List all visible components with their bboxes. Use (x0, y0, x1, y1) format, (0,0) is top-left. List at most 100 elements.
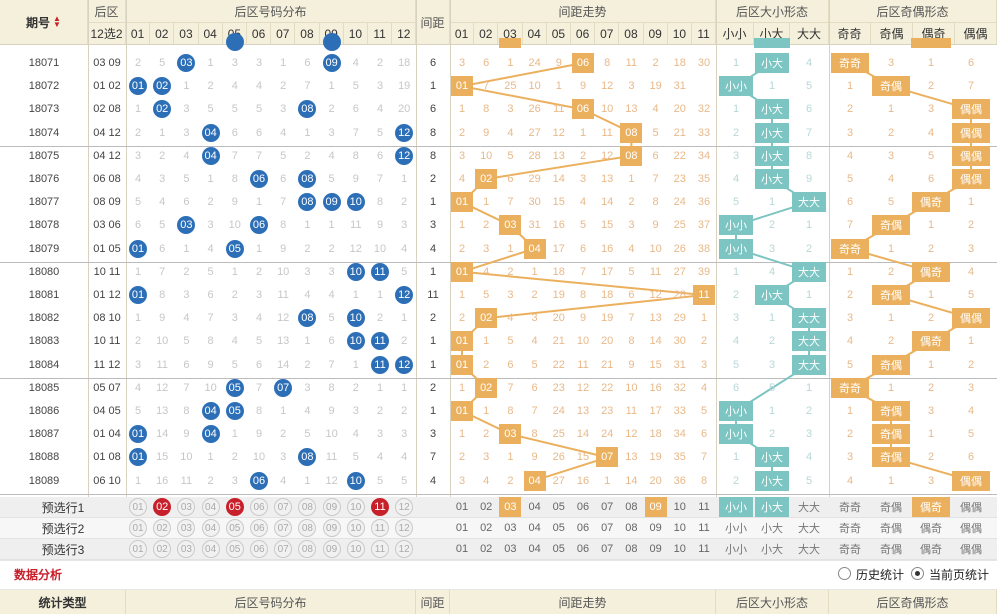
preselect-gap[interactable]: 08 (625, 501, 638, 513)
period-cell: 18088 (28, 451, 60, 464)
preselect-gap[interactable]: 04 (528, 522, 541, 534)
preselect-gap[interactable]: 10 (673, 522, 686, 534)
preselect-gap-selected[interactable]: 03 (499, 497, 522, 517)
preselect-size[interactable]: 大大 (798, 523, 820, 535)
preselect-ball[interactable]: 03 (177, 519, 196, 537)
preselect-ball[interactable]: 10 (346, 498, 365, 516)
preselect-gap[interactable]: 11 (698, 501, 710, 513)
preselect-parity[interactable]: 奇偶 (880, 523, 902, 535)
preselect-gap[interactable]: 03 (504, 543, 517, 555)
preselect-size[interactable]: 小小 (725, 523, 747, 535)
preselect-ball[interactable]: 11 (371, 540, 389, 558)
preselect-parity[interactable]: 奇奇 (839, 523, 861, 535)
preselect-gap[interactable]: 05 (552, 522, 565, 534)
preselect-ball[interactable]: 09 (322, 498, 341, 516)
preselect-ball[interactable]: 04 (201, 519, 220, 537)
preselect-parity-selected[interactable]: 偶奇 (912, 497, 950, 517)
preselect-parity[interactable]: 偶偶 (960, 544, 982, 556)
preselect-gap[interactable]: 11 (698, 543, 710, 555)
preselect-size[interactable]: 大大 (798, 544, 820, 556)
preselect-gap[interactable]: 01 (455, 501, 469, 513)
preselect-gap[interactable]: 03 (504, 522, 517, 534)
preselect-ball[interactable]: 05 (225, 540, 244, 558)
preselect-ball[interactable]: 01 (129, 519, 147, 537)
preselect-ball[interactable]: 06 (250, 540, 268, 558)
preselect-parity[interactable]: 奇奇 (839, 544, 861, 556)
preselect-parity[interactable]: 奇偶 (880, 502, 902, 514)
preselect-gap[interactable]: 08 (625, 522, 638, 534)
preselect-ball[interactable]: 07 (274, 498, 293, 516)
preselect-ball[interactable]: 02 (153, 540, 172, 558)
preselect-gap[interactable]: 05 (552, 501, 565, 513)
preselect-ball[interactable]: 10 (346, 540, 365, 558)
preselect-size-selected[interactable]: 小大 (755, 497, 789, 517)
preselect-ball-selected[interactable]: 05 (225, 498, 244, 516)
preselect-ball[interactable]: 04 (201, 540, 220, 558)
preselect-gap[interactable]: 04 (528, 501, 541, 513)
preselect-gap[interactable]: 06 (576, 522, 590, 534)
preselect-ball[interactable]: 06 (250, 519, 268, 537)
preselect-gap[interactable]: 04 (528, 543, 541, 555)
preselect-ball[interactable]: 05 (225, 519, 244, 537)
preselect-ball[interactable]: 08 (298, 519, 317, 537)
preselect-parity[interactable]: 偶奇 (920, 544, 942, 556)
preselect-ball[interactable]: 12 (395, 519, 414, 537)
period-header[interactable]: 期号 ▲ ▼ (0, 0, 88, 44)
preselect-ball[interactable]: 11 (371, 519, 389, 537)
preselect-parity[interactable]: 偶偶 (960, 523, 982, 535)
preselect-ball[interactable]: 07 (274, 540, 293, 558)
preselect-gap[interactable]: 10 (673, 501, 686, 513)
preselect-gap[interactable]: 02 (480, 501, 493, 513)
preselect-gap[interactable]: 06 (576, 501, 590, 513)
preselect-gap[interactable]: 02 (480, 543, 493, 555)
preselect-ball[interactable]: 09 (322, 519, 341, 537)
preselect-ball[interactable]: 01 (129, 540, 147, 558)
preselect-ball[interactable]: 04 (201, 498, 220, 516)
history-stat-radio[interactable] (838, 567, 851, 580)
preselect-size[interactable]: 大大 (798, 502, 820, 514)
preselect-size-selected[interactable]: 小小 (719, 497, 753, 517)
preselect-gap-selected[interactable]: 09 (644, 497, 667, 517)
preselect-parity[interactable]: 偶奇 (920, 523, 942, 535)
preselect-gap[interactable]: 01 (455, 543, 469, 555)
preselect-gap[interactable]: 05 (552, 543, 565, 555)
preselect-ball[interactable]: 03 (177, 540, 196, 558)
preselect-gap[interactable]: 09 (649, 543, 662, 555)
preselect-gap[interactable]: 08 (625, 543, 638, 555)
preselect-ball-selected[interactable]: 11 (371, 498, 389, 516)
current-page-stat-radio[interactable] (911, 567, 924, 580)
preselect-ball[interactable]: 06 (250, 498, 268, 516)
footer-divider (0, 560, 997, 561)
preselect-ball[interactable]: 12 (395, 540, 414, 558)
preselect-ball[interactable]: 08 (298, 498, 317, 516)
preselect-gap[interactable]: 07 (601, 522, 614, 534)
preselect-size[interactable]: 小大 (761, 523, 783, 535)
trend-miss-count: 2 (483, 219, 490, 232)
preselect-size[interactable]: 小大 (761, 544, 783, 556)
gap-value: 6 (429, 103, 437, 116)
preselect-parity[interactable]: 偶偶 (960, 502, 982, 514)
preselect-parity[interactable]: 奇奇 (839, 502, 861, 514)
preselect-size[interactable]: 小小 (725, 544, 747, 556)
preselect-gap[interactable]: 11 (698, 522, 710, 534)
preselect-ball[interactable]: 08 (298, 540, 317, 558)
preselect-ball[interactable]: 02 (153, 519, 172, 537)
preselect-gap[interactable]: 06 (576, 543, 590, 555)
dist-miss-count: 1 (304, 126, 311, 139)
preselect-gap[interactable]: 01 (455, 522, 469, 534)
preselect-ball[interactable]: 10 (346, 519, 365, 537)
preselect-ball-selected[interactable]: 02 (153, 498, 172, 516)
preselect-parity[interactable]: 奇偶 (880, 544, 902, 556)
back-sub-header: 12选2 (88, 22, 126, 44)
preselect-ball[interactable]: 03 (177, 498, 196, 516)
preselect-ball[interactable]: 07 (274, 519, 293, 537)
preselect-gap[interactable]: 07 (601, 543, 614, 555)
sort-icon[interactable]: ▲ ▼ (53, 14, 61, 29)
preselect-gap[interactable]: 10 (673, 543, 686, 555)
preselect-gap[interactable]: 02 (480, 522, 493, 534)
preselect-gap[interactable]: 09 (649, 522, 662, 534)
preselect-gap[interactable]: 07 (601, 501, 614, 513)
preselect-ball[interactable]: 12 (395, 498, 414, 516)
preselect-ball[interactable]: 09 (322, 540, 341, 558)
preselect-ball[interactable]: 01 (129, 498, 147, 516)
